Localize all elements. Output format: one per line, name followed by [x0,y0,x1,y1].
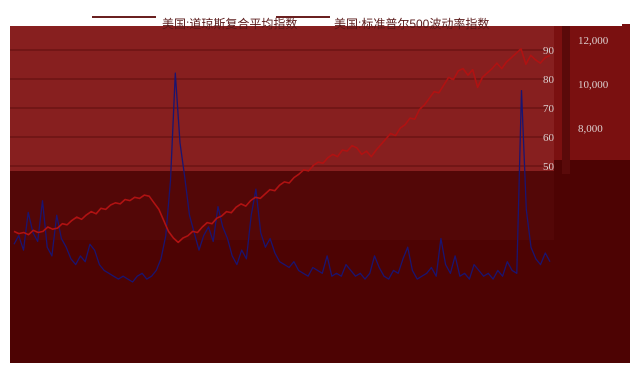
gridlines [10,49,554,167]
legend-label-vix: 美国:标准普尔500波动率指数 [334,16,489,31]
right-tick-label: 10,000 [578,79,609,91]
legend-label-dow: 美国:道琼斯复合平均指数 [162,16,297,31]
series-layer [13,47,551,283]
plot-area-bottom [10,240,554,363]
left-tick-label: 70 [543,103,555,115]
left-tick-label: 60 [543,132,555,144]
right-tick-label: 12,000 [578,35,609,47]
right-axis-divider [562,24,570,174]
left-tick-label: 50 [543,161,555,173]
right-axis-ticks: 12,000 10,000 8,000 [578,35,609,135]
left-tick-label: 80 [543,74,555,86]
series-line-vix [13,72,551,283]
right-tick-label: 8,000 [578,123,603,135]
series-line-dow [13,47,551,244]
left-tick-label: 90 [543,45,555,57]
left-axis-ticks: 90 80 70 60 50 [543,45,555,173]
right-axis-panel-lower [554,160,630,363]
